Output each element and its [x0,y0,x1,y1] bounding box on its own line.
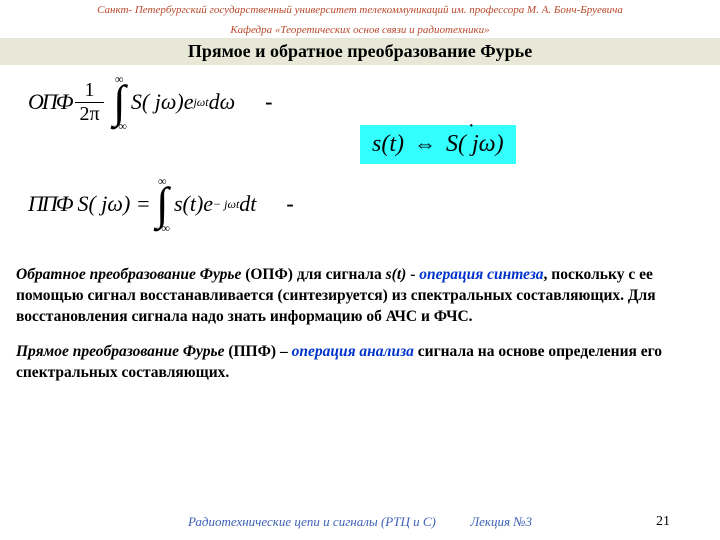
ppf-body-b: dt [239,191,256,217]
ppf-label: ППФ [28,191,71,217]
p2-term: Прямое преобразование Фурье [16,343,224,360]
university-line: Санкт- Петербургский государственный уни… [0,4,720,16]
slide-title: Прямое и обратное преобразование Фурье [0,38,720,65]
p1-sig: s(t) [386,266,407,283]
opf-integral: ∞ ∫ −∞ [112,73,127,132]
pair-left: s(t) [372,131,404,157]
p1-b: (ОПФ) для сигнала [241,266,385,283]
transform-pair-box: · s(t) ⇔ S( jω) [360,125,516,164]
page-number: 21 [656,514,670,530]
ppf-exp: − jωt [213,197,239,212]
footer-course: Радиотехнические цепи и сигналы (РТЦ и С… [188,514,436,529]
pair-right: S( jω) [446,131,504,157]
formula-area: ОПФ 1 2π ∞ ∫ −∞ S( jω)e jωt dω - · s(t) … [0,65,720,265]
int-lower: −∞ [112,120,127,132]
p2-b: (ППФ) – [224,343,291,360]
ppf-integral: ∞ ∫ −∞ [155,175,170,234]
paragraph-ppf: Прямое преобразование Фурье (ППФ) – опер… [0,342,720,384]
ppf-dash: - [286,191,293,217]
ppf-body-a: s(t)e [174,191,213,217]
footer-lecture: Лекция №3 [470,514,532,529]
formula-opf: ОПФ 1 2π ∞ ∫ −∞ S( jω)e jωt dω - [28,73,272,132]
integral-icon: ∫ [156,187,169,222]
opf-exp: jωt [193,95,208,110]
opf-dash: - [265,89,272,115]
ppf-lhs-eq: S( jω) = [77,191,150,217]
p1-blue: операция синтеза [419,266,543,283]
footer: Радиотехнические цепи и сигналы (РТЦ и С… [0,514,720,530]
dot-icon: · [468,115,475,138]
p1-c: - [406,266,419,283]
frac-num: 1 [81,79,99,102]
opf-body-a: S( jω)e [131,89,194,115]
p2-blue: операция анализа [292,343,414,360]
department-line: Кафедра «Теоретических основ связи и рад… [0,24,720,36]
p1-term: Обратное преобразование Фурье [16,266,241,283]
int-lower: −∞ [155,222,170,234]
formula-ppf: ППФ S( jω) = ∞ ∫ −∞ s(t)e − jωt dt - [28,175,294,234]
opf-label: ОПФ [28,89,71,115]
opf-fraction: 1 2π [75,79,103,126]
paragraph-opf: Обратное преобразование Фурье (ОПФ) для … [0,265,720,328]
integral-icon: ∫ [113,85,126,120]
frac-den: 2π [75,103,103,126]
opf-body-b: dω [209,89,236,115]
double-arrow-icon: ⇔ [414,131,436,156]
